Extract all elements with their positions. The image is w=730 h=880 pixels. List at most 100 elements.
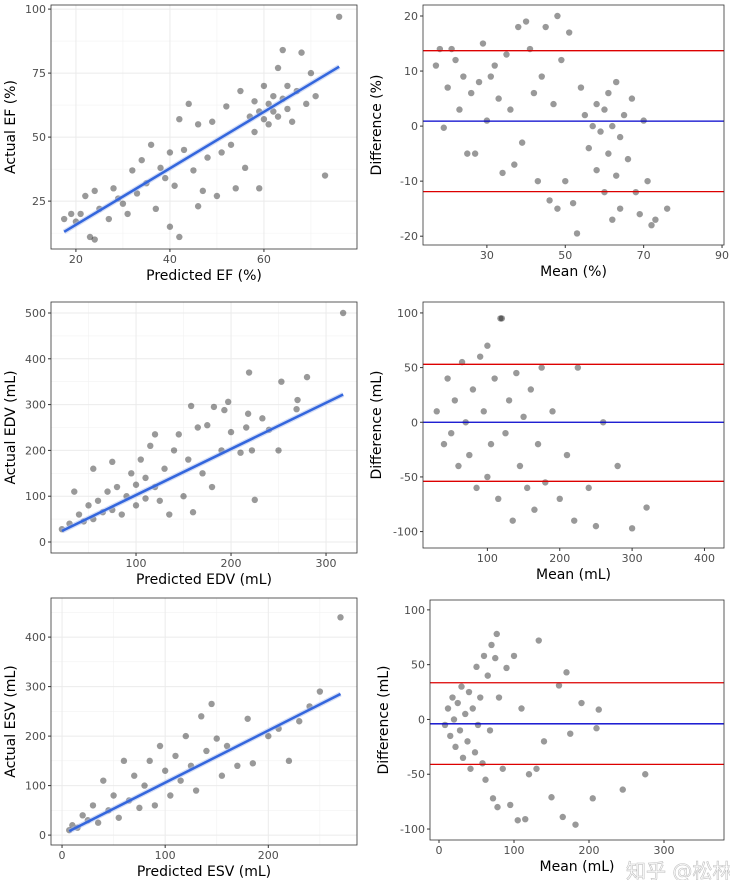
- data-point: [522, 18, 530, 25]
- data-point: [172, 752, 179, 760]
- data-point: [644, 177, 651, 185]
- data-point: [515, 23, 522, 31]
- data-point: [473, 663, 480, 671]
- y-tick-label: -100: [393, 526, 418, 539]
- data-point: [480, 652, 488, 660]
- data-point: [199, 470, 206, 477]
- plot-border: [422, 301, 725, 549]
- data-point: [444, 375, 451, 382]
- data-point: [613, 78, 620, 86]
- y-tick-label: 100: [25, 490, 46, 503]
- data-point: [484, 473, 491, 481]
- data-point: [265, 121, 272, 128]
- data-point: [100, 777, 107, 784]
- data-point: [530, 89, 538, 97]
- data-point: [237, 87, 244, 95]
- regression-line: [63, 65, 340, 233]
- data-point: [316, 688, 324, 695]
- x-tick-label: 90: [715, 249, 729, 262]
- data-point: [597, 128, 604, 135]
- data-point: [303, 100, 310, 108]
- data-point: [533, 765, 540, 772]
- data-point: [279, 46, 286, 54]
- data-point: [542, 23, 549, 31]
- data-point: [251, 98, 258, 105]
- data-point: [614, 462, 621, 470]
- x-tick-label: 100: [504, 844, 525, 857]
- data-point: [274, 64, 282, 72]
- y-tick-label: 100: [397, 307, 418, 320]
- data-point: [513, 369, 520, 377]
- y-axis-title: Difference (%): [369, 75, 385, 176]
- y-tick-label: -100: [400, 823, 425, 836]
- data-point: [479, 760, 486, 767]
- plot-background: [51, 598, 357, 845]
- data-point: [616, 205, 624, 212]
- data-point: [480, 408, 487, 415]
- data-point: [484, 342, 491, 349]
- data-point: [458, 683, 465, 690]
- y-tick-label: 100: [25, 780, 46, 793]
- data-point: [573, 230, 581, 237]
- data-point: [110, 185, 117, 192]
- data-point: [335, 13, 343, 20]
- data-point: [534, 440, 542, 448]
- data-point: [182, 732, 189, 740]
- data-point: [190, 167, 197, 174]
- y-tick-label: -20: [400, 230, 418, 243]
- data-point: [518, 705, 525, 712]
- data-point: [194, 424, 201, 431]
- data-point: [522, 815, 529, 823]
- data-point: [510, 652, 518, 660]
- data-point: [538, 364, 545, 371]
- y-tick-label: 0: [39, 829, 46, 842]
- data-point: [294, 396, 301, 404]
- data-point: [142, 495, 149, 502]
- data-point: [559, 813, 566, 821]
- data-point: [337, 614, 344, 621]
- y-tick-label: 300: [25, 399, 46, 412]
- data-point: [185, 456, 192, 463]
- data-point: [176, 115, 183, 123]
- data-point: [141, 782, 148, 789]
- data-point: [601, 106, 608, 113]
- data-point: [339, 309, 347, 317]
- data-point: [574, 364, 582, 371]
- data-point: [245, 369, 253, 376]
- y-tick-label: -50: [407, 768, 425, 781]
- data-point: [110, 792, 117, 799]
- data-point: [68, 210, 75, 218]
- data-point: [104, 488, 111, 495]
- data-point: [288, 118, 296, 125]
- data-point: [648, 221, 655, 229]
- x-tick-label: 30: [480, 249, 494, 262]
- data-point: [177, 777, 184, 784]
- data-point: [307, 69, 315, 77]
- data-point: [166, 149, 174, 156]
- data-point: [499, 765, 506, 772]
- data-point: [593, 100, 600, 108]
- data-point: [208, 483, 216, 491]
- data-point: [312, 92, 319, 100]
- x-tick-label: 100: [155, 849, 176, 862]
- y-axis-title: Actual ESV (mL): [3, 665, 19, 777]
- data-point: [151, 802, 159, 809]
- data-point: [452, 743, 459, 751]
- data-point: [525, 771, 533, 778]
- data-point: [467, 765, 474, 772]
- data-point: [469, 705, 476, 712]
- data-point: [563, 669, 570, 676]
- data-point: [296, 718, 303, 725]
- data-point: [218, 772, 226, 779]
- data-point: [569, 199, 577, 207]
- x-axis-title: Predicted EF (%): [146, 268, 262, 284]
- data-point: [628, 525, 636, 532]
- data-point: [75, 511, 83, 518]
- data-point: [449, 694, 456, 701]
- data-point: [244, 410, 252, 417]
- x-tick-label: 100: [126, 557, 147, 570]
- data-point: [444, 84, 451, 91]
- data-point: [109, 458, 116, 466]
- plot-border: [50, 597, 358, 846]
- data-point: [198, 713, 205, 720]
